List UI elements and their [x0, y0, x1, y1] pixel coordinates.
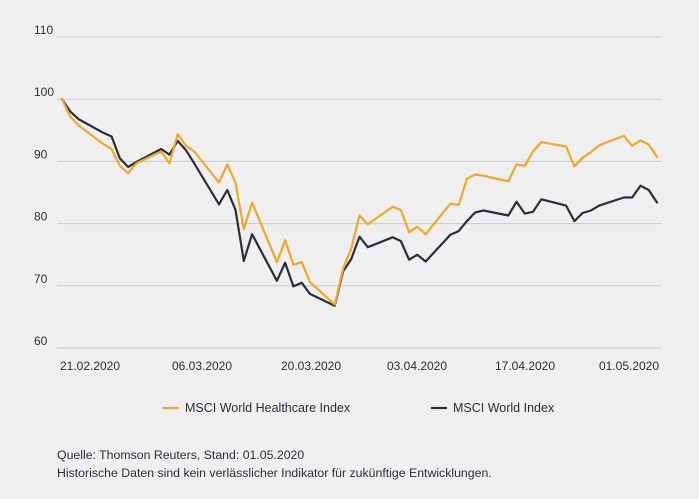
y-tick-label: 90: [34, 147, 48, 161]
series-line-0: [60, 98, 659, 306]
x-tick-label: 01.05.2020: [599, 359, 659, 373]
disclaimer-note: Historische Daten sind kein verlässliche…: [57, 466, 492, 480]
x-tick-label: 03.04.2020: [387, 359, 447, 373]
legend-label-0: MSCI World Healthcare Index: [185, 401, 351, 415]
legend: MSCI World Healthcare Index MSCI World In…: [163, 401, 555, 415]
series-line-1: [60, 98, 659, 307]
y-tick-label: 70: [34, 272, 48, 286]
x-tick-label: 21.02.2020: [60, 359, 120, 373]
source-note: Quelle: Thomson Reuters, Stand: 01.05.20…: [57, 448, 305, 462]
x-axis: 21.02.2020 06.03.2020 20.03.2020 03.04.2020…: [60, 359, 659, 373]
y-tick-label: 110: [34, 23, 53, 37]
y-tick-label: 100: [34, 85, 54, 99]
y-tick-label: 80: [34, 210, 48, 224]
chart-footer: Quelle: Thomson Reuters, Stand: 01.05.20…: [57, 446, 492, 482]
x-tick-label: 17.04.2020: [495, 359, 555, 373]
x-tick-label: 20.03.2020: [281, 359, 341, 373]
series-lines: [60, 98, 659, 307]
x-tick-label: 06.03.2020: [172, 359, 232, 373]
gridlines: [57, 36, 661, 349]
legend-label-1: MSCI World Index: [453, 401, 555, 415]
y-axis: 60 70 80 90 100 110: [34, 23, 54, 348]
y-tick-label: 60: [34, 334, 48, 348]
